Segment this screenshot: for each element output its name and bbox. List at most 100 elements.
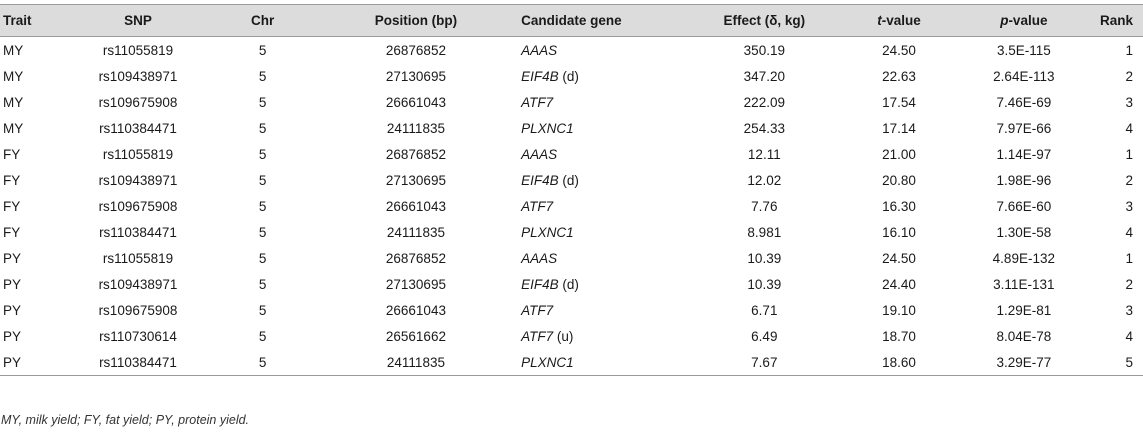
cell-t-value: 21.00: [882, 146, 916, 162]
table-row: FY rs109675908 5 26661043 ATF7 7.76 16.30 7.66E…: [0, 193, 1143, 219]
cell-candidate-gene: EIF4B (d): [517, 167, 682, 193]
cell-candidate-gene: PLXNC1: [517, 219, 682, 245]
table-row: FY rs11055819 5 26876852 AAAS 12.11 21.00 1.14E…: [0, 141, 1143, 167]
cell-candidate-gene: PLXNC1: [517, 349, 683, 376]
cell-candidate-gene: AAAS: [517, 245, 682, 271]
table-row: MY rs109438971 5 27130695 EIF4B (d) 347.20 22.…: [0, 63, 1143, 89]
gene-symbol: EIF4B: [521, 172, 559, 188]
cell-t-value: 16.30: [882, 198, 916, 214]
header-trait: Trait: [0, 4, 66, 37]
cell-trait: MY: [3, 94, 24, 110]
cell-chr: 5: [258, 224, 267, 240]
cell-candidate-gene: AAAS: [517, 141, 682, 167]
header-effect: Effect (δ, kg): [682, 4, 847, 37]
results-table: Trait SNP Chr Position (bp) Candidate ge…: [0, 4, 1143, 376]
cell-chr: 5: [258, 146, 267, 162]
cell-effect: 12.02: [747, 172, 782, 188]
cell-rank: 1: [1125, 250, 1133, 266]
cell-t-value: 24.40: [882, 276, 916, 292]
cell-trait: PY: [3, 276, 22, 292]
cell-position: 24111835: [386, 120, 445, 136]
cell-rank: 2: [1125, 68, 1133, 84]
header-rank: Rank: [1095, 4, 1143, 37]
cell-rank: 4: [1125, 120, 1133, 136]
cell-p-value: 3.29E-77: [951, 349, 1096, 376]
cell-t-value: 17.54: [882, 94, 916, 110]
cell-p-value: 7.46E-69: [996, 94, 1052, 110]
header-p-suffix: -value: [1008, 13, 1048, 28]
table-row: PY rs109438971 5 27130695 EIF4B (d) 10.39 24.4…: [0, 271, 1143, 297]
cell-p-value: 4.89E-132: [992, 250, 1055, 266]
table-footnote: MY, milk yield; FY, fat yield; PY, prote…: [1, 413, 250, 427]
table-row: MY rs110384471 5 24111835 PLXNC1 254.33 17.14 7…: [0, 115, 1143, 141]
cell-candidate-gene: ATF7: [517, 193, 682, 219]
cell-effect: 6.49: [751, 328, 778, 344]
table-row: FY rs109438971 5 27130695 EIF4B (d) 12.02 20.8…: [0, 167, 1143, 193]
cell-t-value: 20.80: [882, 172, 916, 188]
header-t-symbol: t: [877, 13, 882, 28]
gene-symbol: PLXNC1: [521, 224, 574, 240]
header-chr: Chr: [210, 4, 315, 37]
cell-rank: 4: [1125, 224, 1133, 240]
cell-p-value: 2.64E-113: [993, 68, 1055, 84]
cell-rank: 2: [1125, 276, 1133, 292]
gene-symbol: AAAS: [521, 250, 558, 266]
cell-rank: 4: [1125, 328, 1133, 344]
gene-symbol: PLXNC1: [521, 354, 574, 370]
gene-symbol: ATF7: [521, 94, 554, 110]
cell-position: 27130695: [385, 276, 446, 292]
cell-snp: rs109438971: [98, 276, 178, 292]
gene-symbol: ATF7: [521, 198, 554, 214]
cell-effect: 8.981: [747, 224, 782, 240]
cell-rank: 3: [1125, 198, 1133, 214]
cell-position: 27130695: [385, 172, 446, 188]
cell-chr: 5: [258, 198, 267, 214]
cell-trait: FY: [3, 198, 21, 214]
cell-chr: 5: [258, 250, 267, 266]
cell-snp: rs11055819: [102, 42, 174, 58]
table-row: MY rs11055819 5 26876852 AAAS 350.19 24.50 3.5E…: [0, 37, 1143, 64]
gene-symbol: PLXNC1: [521, 120, 574, 136]
table-header: Trait SNP Chr Position (bp) Candidate ge…: [0, 4, 1143, 37]
header-p-value: p-value: [951, 4, 1096, 37]
cell-position: 24111835: [386, 224, 445, 240]
cell-candidate-gene: ATF7 (u): [517, 323, 682, 349]
cell-rank: 3: [1125, 94, 1133, 110]
cell-snp: rs109675908: [98, 302, 178, 318]
cell-chr: 5: [258, 94, 267, 110]
table-row: PY rs110384471 5 24111835 PLXNC1 7.67 18.60 3.2…: [0, 349, 1143, 376]
cell-effect: 7.76: [751, 198, 778, 214]
cell-trait: MY: [3, 120, 24, 136]
cell-snp: rs11055819: [102, 146, 174, 162]
gene-symbol: ATF7: [521, 302, 554, 318]
cell-effect: 254.33: [743, 120, 785, 136]
cell-p-value: 7.97E-66: [996, 120, 1052, 136]
table-row: PY rs110730614 5 26561662 ATF7 (u) 6.49 18.70 8…: [0, 323, 1143, 349]
table-row: PY rs11055819 5 26876852 AAAS 10.39 24.50 4.89E…: [0, 245, 1143, 271]
table-row: FY rs110384471 5 24111835 PLXNC1 8.981 16.10 1.…: [0, 219, 1143, 245]
gene-note: (d): [558, 68, 579, 84]
cell-t-value: 17.14: [882, 120, 916, 136]
cell-rank: 2: [1125, 172, 1133, 188]
cell-position: 24111835: [314, 349, 518, 376]
cell-t-value: 24.50: [882, 250, 916, 266]
cell-snp: rs110384471: [99, 120, 177, 136]
cell-snp: rs110384471: [65, 349, 211, 376]
cell-t-value: 19.10: [882, 302, 916, 318]
cell-rank: 3: [1125, 302, 1133, 318]
cell-p-value: 7.66E-60: [996, 198, 1052, 214]
cell-snp: rs109438971: [98, 68, 178, 84]
table-row: MY rs109675908 5 26661043 ATF7 222.09 17.54 7.4…: [0, 89, 1143, 115]
cell-t-value: 18.70: [882, 328, 916, 344]
cell-candidate-gene: EIF4B (d): [517, 63, 682, 89]
cell-t-value: 24.50: [882, 42, 916, 58]
cell-position: 26876852: [385, 250, 446, 266]
gene-symbol: AAAS: [521, 42, 558, 58]
gene-note: (d): [558, 276, 579, 292]
table-body: MY rs11055819 5 26876852 AAAS 350.19 24.50 3.5E…: [0, 37, 1143, 376]
cell-trait: FY: [3, 224, 21, 240]
cell-candidate-gene: ATF7: [517, 297, 682, 323]
cell-effect: 350.19: [743, 42, 785, 58]
cell-candidate-gene: EIF4B (d): [517, 271, 682, 297]
